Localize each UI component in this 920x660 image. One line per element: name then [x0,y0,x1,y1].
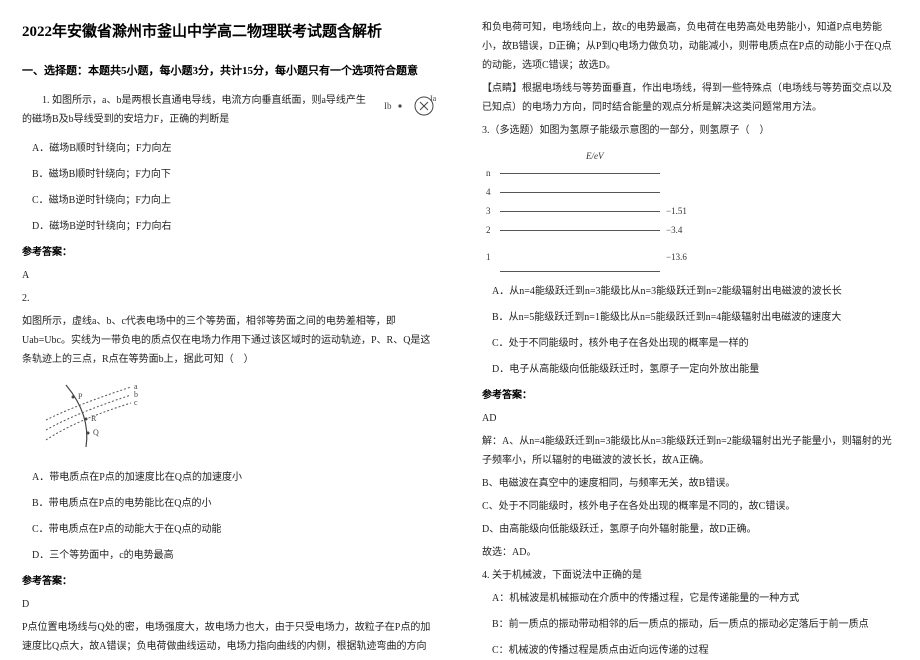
q4-stem: 4. 关于机械波，下面说法中正确的是 [482,566,898,585]
doc-title: 2022年安徽省滁州市釜山中学高二物理联考试题含解析 [22,18,438,47]
q3-expl-c: C、处于不同能级时，核外电子在各处出现的概率是不同的，故C错误。 [482,497,898,516]
q3-answer: AD [482,409,898,428]
svg-text:Ib: Ib [384,101,392,111]
q3-expl-a: 解：A、从n=4能级跃迁到n=3能级比从n=3能级跃迁到n=2能级辐射出光子能量… [482,432,898,470]
q2-opt-a: A．带电质点在P点的加速度比在Q点的加速度小 [22,468,438,487]
q3-opt-b: B．从n=5能级跃迁到n=1能级比从n=5能级跃迁到n=4能级辐射出电磁波的速度… [482,308,898,327]
level-n: n [486,165,500,182]
svg-text:c: c [134,398,138,407]
q3-opt-a: A．从n=4能级跃迁到n=3能级比从n=3能级跃迁到n=2能级辐射出电磁波的波长… [482,282,898,301]
q1-stem: 1. 如图所示，a、b是两根长直通电导线，电流方向垂直纸面，则a导线产生的磁场B… [22,91,438,129]
q1-answer-label: 参考答案： [22,243,438,262]
right-column: 和负电荷可知，电场线向上，故c的电势最高，负电荷在电势高处电势能小，知道P点电势… [460,0,920,651]
left-column: 2022年安徽省滁州市釜山中学高二物理联考试题含解析 一、选择题：本题共5小题，… [0,0,460,651]
curve-diagram: P R Q a b c [36,375,438,462]
q1-opt-c: C．磁场B逆时针绕向；F力向上 [22,191,438,210]
ev-label: E/eV [586,148,898,165]
q4-opt-b: B：前一质点的振动带动相邻的后一质点的振动，后一质点的振动必定落后于前一质点 [482,615,898,634]
level-2-val: −3.4 [666,222,682,239]
q1-opt-a: A．磁场B顺时针绕向；F力向左 [22,139,438,158]
q3-expl-b: B、电磁波在真空中的速度相同，与频率无关，故B错误。 [482,474,898,493]
q3-expl-d: D、由高能级向低能级跃迁，氢原子向外辐射能量，故D正确。 [482,520,898,539]
wire-diagram: Ib Ia [382,91,438,130]
q3-opt-c: C．处于不同能级时，核外电子在各处出现的概率是一样的 [482,334,898,353]
level-3: 3 [486,203,500,220]
svg-text:P: P [78,392,83,401]
q2-answer: D [22,595,438,614]
q2-opt-d: D．三个等势面中，c的电势最高 [22,546,438,565]
level-3-val: −1.51 [666,203,687,220]
q4-opt-a: A：机械波是机械振动在介质中的传播过程，它是传递能量的一种方式 [482,589,898,608]
q2-answer-label: 参考答案： [22,572,438,591]
q2-opt-b: B．带电质点在P点的电势能比在Q点的小 [22,494,438,513]
section-1-header: 一、选择题：本题共5小题，每小题3分，共计15分，每小题只有一个选项符合题意 [22,61,438,82]
q2-num: 2. [22,289,438,308]
level-1-val: −13.6 [666,249,687,266]
q1-answer: A [22,266,438,285]
q3-stem: 3.（多选题）如图为氢原子能级示意图的一部分，则氢原子（ ） [482,121,898,140]
q2-stem: 如图所示，虚线a、b、c代表电场中的三个等势面，相邻等势面之间的电势差相等，即U… [22,312,438,369]
q2-expl-cont1: 和负电荷可知，电场线向上，故c的电势最高，负电荷在电势高处电势能小，知道P点电势… [482,18,898,75]
q1-opt-b: B．磁场B顺时针绕向；F力向下 [22,165,438,184]
q2-expl-cont2: 【点睛】根据电场线与等势面垂直，作出电场线，得到一些特殊点（电场线与等势面交点以… [482,79,898,117]
q3-answer-label: 参考答案： [482,386,898,405]
q1-opt-d: D．磁场B逆时针绕向；F力向右 [22,217,438,236]
q2-opt-c: C．带电质点在P点的动能大于在Q点的动能 [22,520,438,539]
svg-text:R: R [91,414,97,423]
energy-level-diagram: E/eV n 4 3 −1.51 2 −3.4 1 −13.6 [486,148,898,274]
level-1: 1 [486,249,500,266]
level-4: 4 [486,184,500,201]
q3-opt-d: D．电子从高能级向低能级跃迁时，氢原子一定向外放出能量 [482,360,898,379]
q3-expl-sel: 故选：AD。 [482,543,898,562]
svg-text:Q: Q [93,428,99,437]
level-2: 2 [486,222,500,239]
svg-text:Ia: Ia [430,94,437,103]
